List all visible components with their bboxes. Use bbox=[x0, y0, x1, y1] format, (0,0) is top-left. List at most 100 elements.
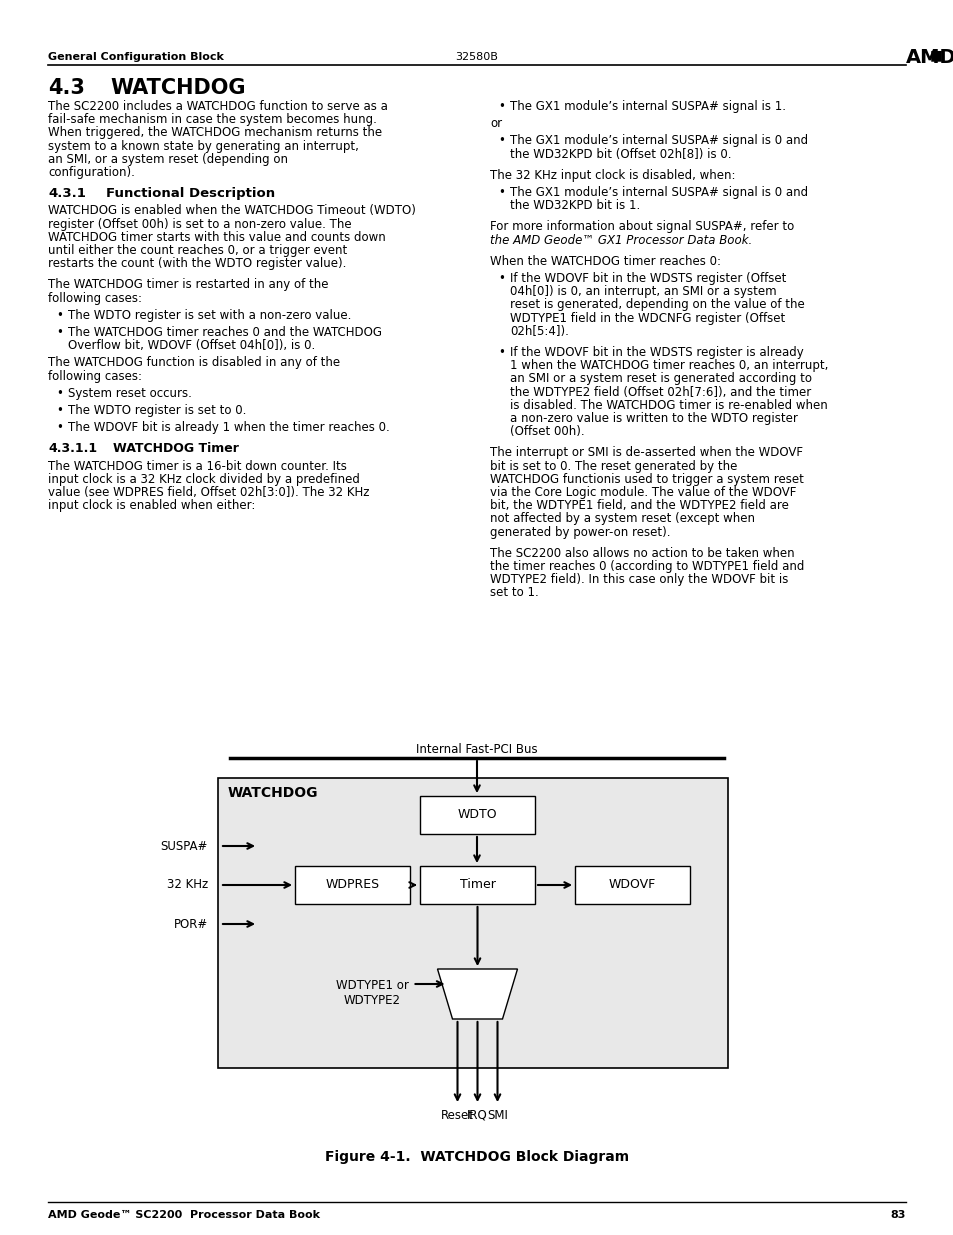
Text: 4.3: 4.3 bbox=[48, 78, 85, 98]
Text: input clock is a 32 KHz clock divided by a predefined: input clock is a 32 KHz clock divided by… bbox=[48, 473, 359, 485]
Text: register (Offset 00h) is set to a non-zero value. The: register (Offset 00h) is set to a non-ze… bbox=[48, 217, 352, 231]
FancyBboxPatch shape bbox=[575, 866, 689, 904]
Text: The GX1 module’s internal SUSPA# signal is 0 and: The GX1 module’s internal SUSPA# signal … bbox=[510, 186, 807, 199]
Text: system to a known state by generating an interrupt,: system to a known state by generating an… bbox=[48, 140, 358, 153]
Text: The WATCHDOG timer is a 16-bit down counter. Its: The WATCHDOG timer is a 16-bit down coun… bbox=[48, 459, 347, 473]
FancyBboxPatch shape bbox=[294, 866, 410, 904]
Text: The WDTO register is set with a non-zero value.: The WDTO register is set with a non-zero… bbox=[68, 309, 351, 322]
Text: the WDTYPE2 field (Offset 02h[7:6]), and the timer: the WDTYPE2 field (Offset 02h[7:6]), and… bbox=[510, 385, 810, 399]
Text: For more information about signal SUSPA#, refer to: For more information about signal SUSPA#… bbox=[490, 220, 794, 233]
Text: a non-zero value is written to the WDTO register: a non-zero value is written to the WDTO … bbox=[510, 412, 797, 425]
Text: fail-safe mechanism in case the system becomes hung.: fail-safe mechanism in case the system b… bbox=[48, 114, 376, 126]
Text: POR#: POR# bbox=[173, 918, 208, 930]
Text: 32580B: 32580B bbox=[456, 52, 497, 62]
Text: The WATCHDOG timer reaches 0 and the WATCHDOG: The WATCHDOG timer reaches 0 and the WAT… bbox=[68, 326, 381, 338]
Text: bit, the WDTYPE1 field, and the WDTYPE2 field are: bit, the WDTYPE1 field, and the WDTYPE2 … bbox=[490, 499, 788, 513]
Text: WATCHDOG Timer: WATCHDOG Timer bbox=[112, 442, 238, 456]
Text: If the WDOVF bit in the WDSTS register (Offset: If the WDOVF bit in the WDSTS register (… bbox=[510, 272, 785, 285]
Text: is disabled. The WATCHDOG timer is re-enabled when: is disabled. The WATCHDOG timer is re-en… bbox=[510, 399, 827, 411]
Text: Timer: Timer bbox=[459, 878, 495, 892]
Text: the timer reaches 0 (according to WDTYPE1 field and: the timer reaches 0 (according to WDTYPE… bbox=[490, 559, 803, 573]
Text: 4.3.1: 4.3.1 bbox=[48, 188, 86, 200]
Text: ■: ■ bbox=[929, 48, 943, 62]
Text: generated by power-on reset).: generated by power-on reset). bbox=[490, 526, 670, 538]
Text: not affected by a system reset (except when: not affected by a system reset (except w… bbox=[490, 513, 754, 525]
Text: Reset: Reset bbox=[440, 1109, 474, 1123]
Text: set to 1.: set to 1. bbox=[490, 587, 538, 599]
Text: (Offset 00h).: (Offset 00h). bbox=[510, 425, 584, 438]
Text: If the WDOVF bit in the WDSTS register is already: If the WDOVF bit in the WDSTS register i… bbox=[510, 346, 803, 359]
Text: Figure 4-1.  WATCHDOG Block Diagram: Figure 4-1. WATCHDOG Block Diagram bbox=[325, 1150, 628, 1165]
Text: WDTYPE1 or: WDTYPE1 or bbox=[335, 979, 409, 992]
Text: •: • bbox=[497, 346, 504, 359]
Text: WDOVF: WDOVF bbox=[608, 878, 656, 892]
Text: input clock is enabled when either:: input clock is enabled when either: bbox=[48, 499, 255, 513]
Text: following cases:: following cases: bbox=[48, 291, 142, 305]
Text: IRQ: IRQ bbox=[467, 1109, 487, 1123]
Text: the WD32KPD bit (Offset 02h[8]) is 0.: the WD32KPD bit (Offset 02h[8]) is 0. bbox=[510, 148, 731, 161]
Text: The WATCHDOG function is disabled in any of the: The WATCHDOG function is disabled in any… bbox=[48, 357, 340, 369]
Text: 04h[0]) is 0, an interrupt, an SMI or a system: 04h[0]) is 0, an interrupt, an SMI or a … bbox=[510, 285, 776, 298]
Text: System reset occurs.: System reset occurs. bbox=[68, 387, 192, 400]
Text: reset is generated, depending on the value of the: reset is generated, depending on the val… bbox=[510, 299, 804, 311]
Text: restarts the count (with the WDTO register value).: restarts the count (with the WDTO regist… bbox=[48, 257, 346, 270]
Text: WDTYPE2: WDTYPE2 bbox=[344, 994, 400, 1007]
Text: 32 KHz: 32 KHz bbox=[167, 878, 208, 892]
Text: the WD32KPD bit is 1.: the WD32KPD bit is 1. bbox=[510, 199, 639, 212]
FancyBboxPatch shape bbox=[218, 778, 727, 1068]
Text: •: • bbox=[56, 309, 63, 322]
Text: The WDTO register is set to 0.: The WDTO register is set to 0. bbox=[68, 404, 246, 417]
Text: bit is set to 0. The reset generated by the: bit is set to 0. The reset generated by … bbox=[490, 459, 737, 473]
Text: 02h[5:4]).: 02h[5:4]). bbox=[510, 325, 568, 338]
Text: SMI: SMI bbox=[487, 1109, 507, 1123]
Text: an SMI, or a system reset (depending on: an SMI, or a system reset (depending on bbox=[48, 153, 288, 165]
Text: following cases:: following cases: bbox=[48, 369, 142, 383]
Text: until either the count reaches 0, or a trigger event: until either the count reaches 0, or a t… bbox=[48, 245, 347, 257]
Text: The GX1 module’s internal SUSPA# signal is 0 and: The GX1 module’s internal SUSPA# signal … bbox=[510, 135, 807, 147]
Text: •: • bbox=[56, 387, 63, 400]
Text: The SC2200 includes a WATCHDOG function to serve as a: The SC2200 includes a WATCHDOG function … bbox=[48, 100, 388, 112]
Text: The SC2200 also allows no action to be taken when: The SC2200 also allows no action to be t… bbox=[490, 547, 794, 559]
Text: The GX1 module’s internal SUSPA# signal is 1.: The GX1 module’s internal SUSPA# signal … bbox=[510, 100, 785, 112]
Text: AMD Geode™ SC2200  Processor Data Book: AMD Geode™ SC2200 Processor Data Book bbox=[48, 1210, 319, 1220]
Text: 83: 83 bbox=[890, 1210, 905, 1220]
Text: •: • bbox=[497, 186, 504, 199]
Text: 1 when the WATCHDOG timer reaches 0, an interrupt,: 1 when the WATCHDOG timer reaches 0, an … bbox=[510, 359, 827, 372]
Text: via the Core Logic module. The value of the WDOVF: via the Core Logic module. The value of … bbox=[490, 487, 796, 499]
Text: the AMD Geode™ GX1 Processor Data Book.: the AMD Geode™ GX1 Processor Data Book. bbox=[490, 233, 752, 247]
Text: Internal Fast-PCI Bus: Internal Fast-PCI Bus bbox=[416, 743, 537, 756]
Text: The WDOVF bit is already 1 when the timer reaches 0.: The WDOVF bit is already 1 when the time… bbox=[68, 421, 390, 435]
Text: SUSPA#: SUSPA# bbox=[160, 840, 208, 852]
Text: WDPRES: WDPRES bbox=[325, 878, 379, 892]
Text: •: • bbox=[497, 135, 504, 147]
Text: WDTYPE1 field in the WDCNFG register (Offset: WDTYPE1 field in the WDCNFG register (Of… bbox=[510, 311, 784, 325]
Text: WATCHDOG timer starts with this value and counts down: WATCHDOG timer starts with this value an… bbox=[48, 231, 385, 243]
Text: WATCHDOG functionis used to trigger a system reset: WATCHDOG functionis used to trigger a sy… bbox=[490, 473, 803, 485]
Text: The interrupt or SMI is de-asserted when the WDOVF: The interrupt or SMI is de-asserted when… bbox=[490, 446, 802, 459]
Text: value (see WDPRES field, Offset 02h[3:0]). The 32 KHz: value (see WDPRES field, Offset 02h[3:0]… bbox=[48, 487, 369, 499]
Text: configuration).: configuration). bbox=[48, 165, 134, 179]
Text: WDTO: WDTO bbox=[457, 809, 497, 821]
Text: •: • bbox=[497, 100, 504, 112]
Text: When the WATCHDOG timer reaches 0:: When the WATCHDOG timer reaches 0: bbox=[490, 254, 720, 268]
Text: an SMI or a system reset is generated according to: an SMI or a system reset is generated ac… bbox=[510, 373, 811, 385]
Text: AMD: AMD bbox=[905, 48, 953, 67]
Polygon shape bbox=[437, 969, 517, 1019]
Text: Functional Description: Functional Description bbox=[106, 188, 274, 200]
Text: WATCHDOG: WATCHDOG bbox=[110, 78, 245, 98]
FancyBboxPatch shape bbox=[419, 797, 535, 834]
Text: The 32 KHz input clock is disabled, when:: The 32 KHz input clock is disabled, when… bbox=[490, 169, 735, 182]
Text: •: • bbox=[56, 326, 63, 338]
Text: Overflow bit, WDOVF (Offset 04h[0]), is 0.: Overflow bit, WDOVF (Offset 04h[0]), is … bbox=[68, 340, 314, 352]
Text: •: • bbox=[56, 421, 63, 435]
Text: WDTYPE2 field). In this case only the WDOVF bit is: WDTYPE2 field). In this case only the WD… bbox=[490, 573, 787, 587]
Text: or: or bbox=[490, 117, 501, 130]
Text: General Configuration Block: General Configuration Block bbox=[48, 52, 224, 62]
Text: WATCHDOG is enabled when the WATCHDOG Timeout (WDTO): WATCHDOG is enabled when the WATCHDOG Ti… bbox=[48, 205, 416, 217]
Text: When triggered, the WATCHDOG mechanism returns the: When triggered, the WATCHDOG mechanism r… bbox=[48, 126, 382, 140]
FancyBboxPatch shape bbox=[419, 866, 535, 904]
Text: •: • bbox=[497, 272, 504, 285]
Text: 4.3.1.1: 4.3.1.1 bbox=[48, 442, 97, 456]
Text: WATCHDOG: WATCHDOG bbox=[228, 785, 318, 800]
Text: •: • bbox=[56, 404, 63, 417]
